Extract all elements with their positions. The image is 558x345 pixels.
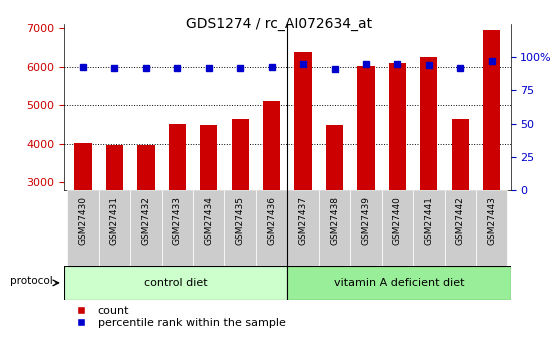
- Bar: [382, 190, 413, 266]
- Bar: [295, 52, 312, 190]
- Bar: [413, 190, 445, 266]
- Bar: [99, 190, 130, 266]
- Bar: [357, 66, 374, 190]
- Text: GSM27433: GSM27433: [173, 196, 182, 245]
- Text: GSM27430: GSM27430: [79, 196, 88, 245]
- Text: GSM27435: GSM27435: [235, 196, 245, 245]
- Text: GSM27438: GSM27438: [330, 196, 339, 245]
- Bar: [326, 125, 343, 190]
- Bar: [130, 190, 162, 266]
- Text: vitamin A deficient diet: vitamin A deficient diet: [334, 278, 464, 288]
- Bar: [68, 190, 99, 266]
- Bar: [476, 190, 507, 266]
- Bar: [106, 146, 123, 190]
- Bar: [389, 63, 406, 190]
- Text: GSM27443: GSM27443: [487, 196, 496, 245]
- Bar: [319, 190, 350, 266]
- Bar: [483, 30, 501, 190]
- Bar: [74, 143, 92, 190]
- Text: GSM27436: GSM27436: [267, 196, 276, 245]
- Bar: [232, 118, 249, 190]
- Bar: [451, 118, 469, 190]
- Text: GSM27442: GSM27442: [456, 196, 465, 245]
- Bar: [287, 190, 319, 266]
- Bar: [137, 146, 155, 190]
- Text: GSM27434: GSM27434: [204, 196, 213, 245]
- Text: GSM27432: GSM27432: [141, 196, 151, 245]
- Bar: [445, 190, 476, 266]
- Text: GSM27439: GSM27439: [362, 196, 371, 245]
- Bar: [193, 190, 224, 266]
- Text: GSM27441: GSM27441: [424, 196, 434, 245]
- Legend: count, percentile rank within the sample: count, percentile rank within the sample: [70, 306, 285, 328]
- Bar: [256, 190, 287, 266]
- Text: GSM27437: GSM27437: [299, 196, 307, 245]
- Text: protocol: protocol: [9, 276, 52, 286]
- Text: GDS1274 / rc_AI072634_at: GDS1274 / rc_AI072634_at: [186, 17, 372, 31]
- Text: GSM27431: GSM27431: [110, 196, 119, 245]
- Bar: [64, 266, 287, 300]
- Bar: [350, 190, 382, 266]
- Bar: [162, 190, 193, 266]
- Bar: [169, 124, 186, 190]
- Bar: [263, 101, 280, 190]
- Bar: [224, 190, 256, 266]
- Bar: [200, 125, 218, 190]
- Text: control diet: control diet: [144, 278, 208, 288]
- Bar: [420, 57, 437, 190]
- Text: GSM27440: GSM27440: [393, 196, 402, 245]
- Bar: [287, 266, 511, 300]
